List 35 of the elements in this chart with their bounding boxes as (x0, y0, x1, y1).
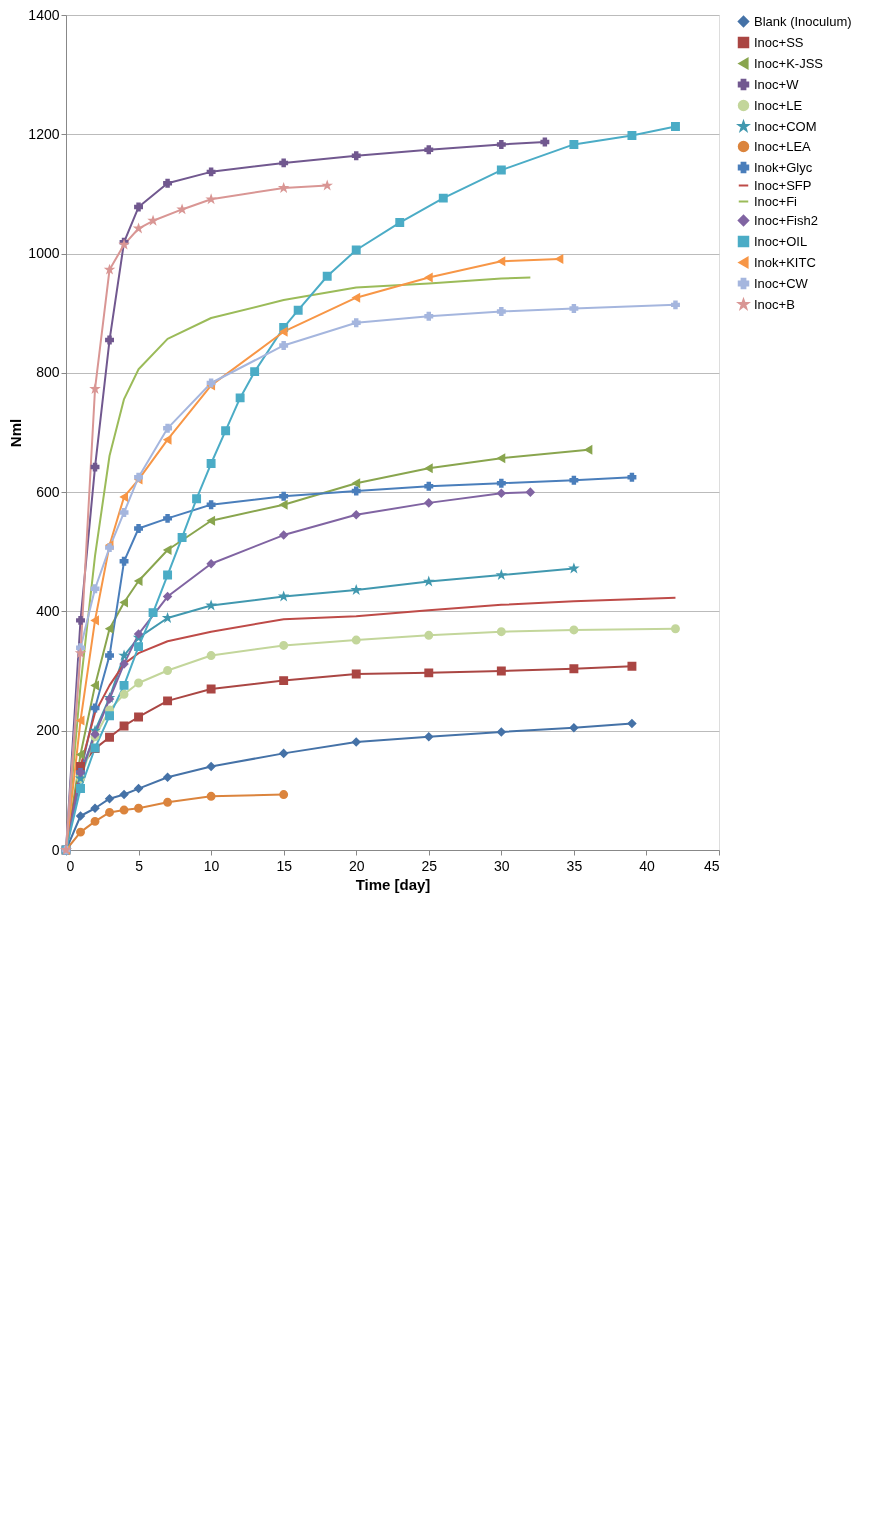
x-tick-label: 40 (639, 857, 655, 874)
legend-label: Inok+KITC (754, 254, 816, 270)
legend-label: Inoc+SS (754, 34, 804, 50)
legend-label: Inoc+K-JSS (754, 55, 824, 71)
x-tick-label: 10 (203, 857, 220, 874)
legend-label: Inoc+SFP (754, 177, 812, 193)
legend-label: Inoc+OIL (754, 233, 808, 249)
x-tick-label: 0 (66, 857, 75, 874)
legend-label: Inoc+Fi (754, 193, 798, 209)
y-tick-label: 600 (36, 483, 60, 500)
legend-label: Inok+Glyc (754, 159, 813, 175)
x-tick-label: 25 (421, 857, 438, 874)
x-tick-label: 35 (566, 857, 583, 874)
y-tick-label: 800 (36, 364, 60, 381)
x-tick-label: 20 (348, 857, 365, 874)
x-axis-title: Time [day] (355, 875, 431, 893)
y-axis-title: Nml (7, 418, 25, 448)
y-tick-label: 1200 (28, 125, 60, 142)
x-tick-label: 30 (494, 857, 510, 874)
legend-label: Inoc+Fish2 (754, 212, 818, 228)
legend-label: Inoc+W (754, 76, 800, 92)
y-tick-label: 200 (36, 722, 60, 739)
legend-label: Inoc+B (754, 296, 795, 312)
x-tick-label: 15 (276, 857, 293, 874)
x-tick-label: 5 (135, 857, 144, 874)
x-tick-label: 45 (703, 857, 720, 874)
y-tick-label: 1400 (28, 6, 60, 23)
y-tick-label: 1000 (28, 245, 60, 262)
legend-label: Inoc+LE (754, 97, 803, 113)
legend-label: Inoc+LEA (754, 138, 812, 154)
legend-label: Inoc+COM (754, 118, 817, 134)
y-tick-label: 0 (51, 841, 60, 858)
y-tick-label: 400 (36, 602, 60, 619)
legend-label: Inoc+CW (754, 275, 809, 291)
legend-label: Blank (Inoculum) (754, 13, 852, 29)
